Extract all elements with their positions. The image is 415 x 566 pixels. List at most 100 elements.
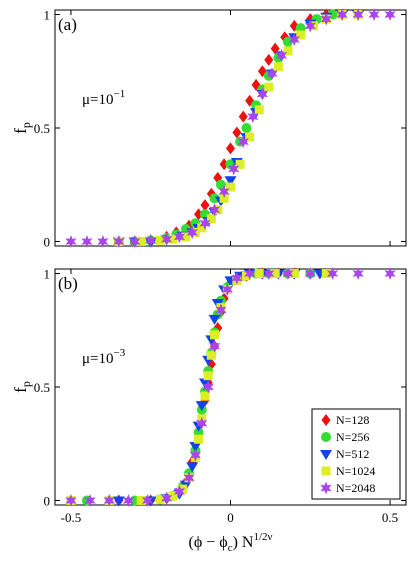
data-point xyxy=(264,53,274,66)
legend-item: N=512 xyxy=(320,447,369,461)
data-point xyxy=(266,67,278,81)
data-point xyxy=(197,223,207,233)
data-point xyxy=(270,269,280,279)
data-point xyxy=(275,48,288,62)
data-point xyxy=(210,330,220,340)
legend-marker xyxy=(320,450,332,460)
data-point xyxy=(202,380,214,394)
series-N=1024 xyxy=(66,269,331,505)
data-point xyxy=(256,87,269,101)
series-N=1024 xyxy=(114,10,363,246)
x-tick-label: 0 xyxy=(227,510,234,525)
data-point xyxy=(208,203,221,217)
y-tick-label: 1 xyxy=(44,267,51,282)
data-point xyxy=(296,30,306,40)
series-N=256 xyxy=(81,268,316,506)
mu-annotation: μ=10−1 xyxy=(82,88,125,108)
x-tick-label: -0.5 xyxy=(61,510,82,525)
x-axis-label: (ϕ − ϕc) N1/2ν xyxy=(188,531,272,554)
data-point xyxy=(263,267,275,281)
data-point xyxy=(352,267,364,281)
data-point xyxy=(384,267,396,281)
data-point xyxy=(189,448,202,462)
legend-label: N=1024 xyxy=(336,464,375,478)
data-point xyxy=(213,205,223,215)
legend-item: N=2048 xyxy=(320,481,375,495)
y-tick-label: 0.5 xyxy=(34,121,50,136)
data-point xyxy=(289,269,299,279)
data-point xyxy=(161,491,173,505)
data-point xyxy=(186,462,199,473)
data-point xyxy=(113,234,125,248)
data-point xyxy=(84,493,96,507)
data-point xyxy=(141,493,154,507)
data-point xyxy=(145,233,157,247)
legend-item: N=128 xyxy=(321,413,369,427)
y-tick-label: 0.5 xyxy=(34,380,50,395)
legend-item: N=256 xyxy=(321,430,369,444)
data-point xyxy=(189,442,202,452)
data-point xyxy=(235,159,245,169)
y-axis-label: fp xyxy=(11,381,33,393)
data-point xyxy=(336,8,348,22)
legend-label: N=2048 xyxy=(336,481,375,495)
data-point xyxy=(194,434,204,444)
data-point xyxy=(321,269,331,279)
data-point xyxy=(224,176,237,187)
mu-annotation: μ=10−3 xyxy=(82,347,126,367)
data-point xyxy=(238,110,248,123)
data-point xyxy=(129,234,141,248)
data-point xyxy=(198,378,211,389)
axes-frame xyxy=(54,9,407,247)
data-point xyxy=(283,46,293,56)
data-point xyxy=(155,494,165,504)
data-point xyxy=(199,216,211,230)
data-point xyxy=(241,123,252,133)
data-point xyxy=(326,267,339,281)
data-point xyxy=(200,391,210,401)
y-tick-label: 0 xyxy=(44,234,51,249)
data-point xyxy=(200,199,210,212)
data-point xyxy=(237,135,249,149)
x-tick-label: 0.5 xyxy=(382,510,398,525)
data-point xyxy=(122,493,135,507)
data-point xyxy=(219,193,229,203)
data-point xyxy=(208,339,221,353)
series-N=128 xyxy=(130,8,331,248)
data-point xyxy=(226,182,235,192)
data-point xyxy=(103,493,115,507)
legend: N=128 N=256 N=512 N=1024 N=2048 xyxy=(311,408,401,500)
legend-marker xyxy=(320,481,332,495)
data-point xyxy=(155,235,165,245)
data-point xyxy=(254,269,264,279)
series-N=2048 xyxy=(65,267,396,507)
data-point xyxy=(218,185,230,199)
data-point xyxy=(203,371,213,381)
data-point xyxy=(273,62,283,72)
panel-label: (a) xyxy=(58,15,77,34)
legend-label: N=256 xyxy=(336,430,369,444)
data-point xyxy=(190,227,200,237)
data-point xyxy=(194,208,204,221)
data-point xyxy=(304,19,316,33)
data-point xyxy=(384,8,396,22)
legend-item: N=1024 xyxy=(321,464,375,478)
data-point xyxy=(206,214,216,224)
data-point xyxy=(173,230,186,244)
data-point xyxy=(168,491,178,501)
data-point xyxy=(228,162,240,176)
data-point xyxy=(183,471,195,485)
data-point xyxy=(161,232,173,246)
data-point xyxy=(304,267,316,281)
data-point xyxy=(97,234,109,248)
data-point xyxy=(226,142,235,155)
data-point xyxy=(320,12,332,26)
data-point xyxy=(231,271,243,285)
data-point xyxy=(65,493,77,507)
data-point xyxy=(173,484,186,498)
data-point xyxy=(288,33,300,46)
data-point xyxy=(308,21,318,31)
data-point xyxy=(232,126,242,139)
data-point xyxy=(206,350,216,360)
